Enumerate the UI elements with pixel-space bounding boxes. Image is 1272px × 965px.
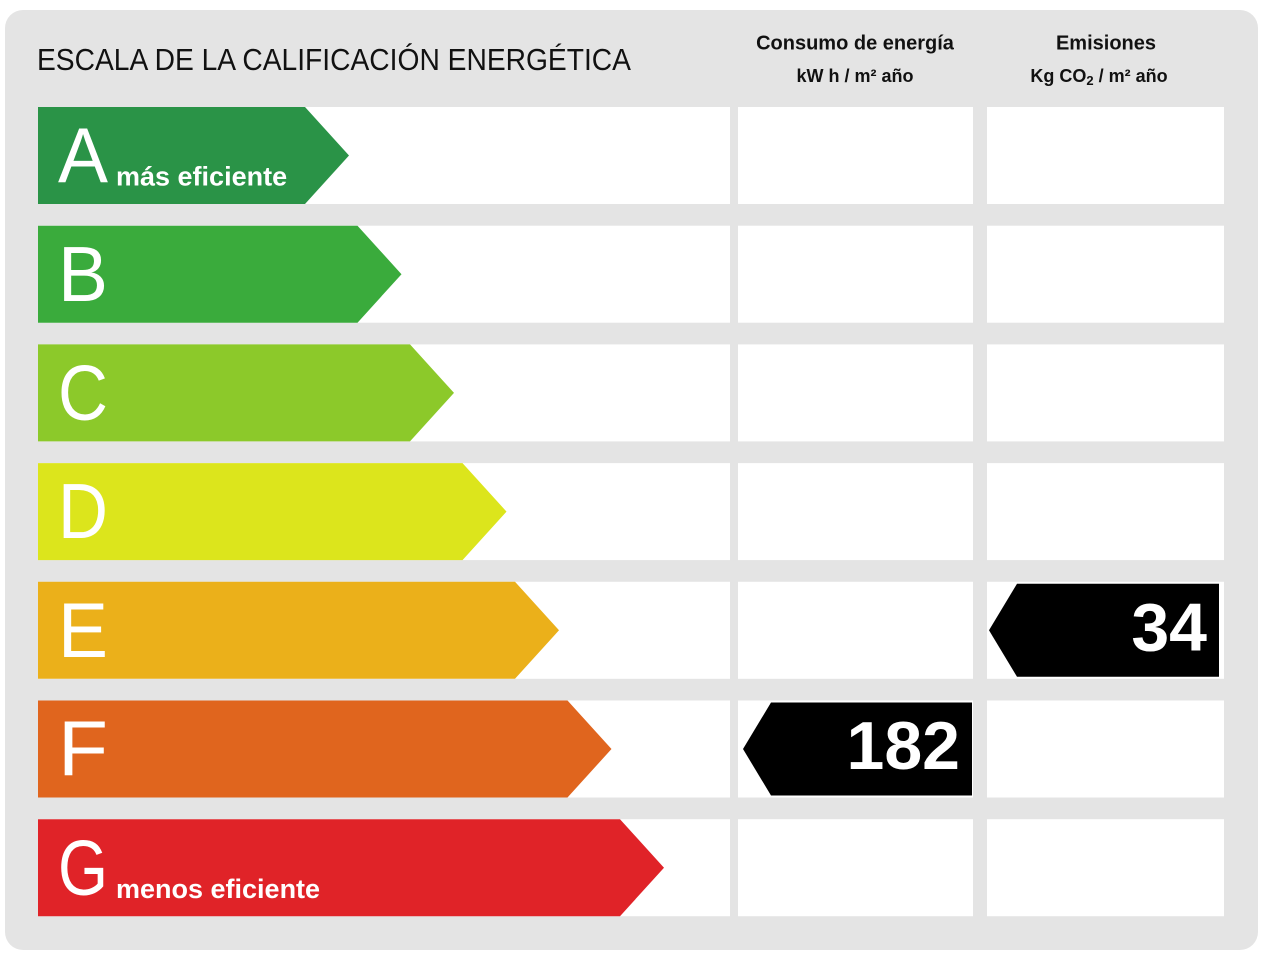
rating-letter: A (58, 111, 108, 199)
emissions-cell (987, 225, 1224, 323)
emissions-unit: Kg CO2 / m² año (1030, 66, 1167, 89)
consumption-unit: kW h / m² año (797, 66, 914, 86)
emissions-cell (987, 700, 1224, 798)
consumption-cell (738, 819, 973, 917)
rating-label: más eficiente (116, 162, 287, 192)
rating-letter: D (58, 467, 108, 555)
consumption-cell (738, 581, 973, 679)
rating-arrow (38, 700, 612, 798)
consumption-cell (738, 107, 973, 204)
emissions-cell (987, 819, 1224, 917)
rating-arrow (38, 107, 349, 204)
rating-arrow (38, 819, 664, 917)
emissions-cell (987, 463, 1224, 561)
consumption-title: Consumo de energía (756, 32, 955, 54)
rating-arrow (38, 225, 402, 323)
rating-value: 34 (1131, 589, 1207, 665)
rating-arrow (38, 344, 454, 442)
rating-marker (989, 583, 1219, 677)
consumption-cell (738, 463, 973, 561)
rating-letter: G (58, 823, 108, 911)
rating-marker (743, 702, 972, 796)
rating-label: menos eficiente (116, 874, 320, 904)
unit-text: Kg CO (1030, 66, 1086, 86)
rating-letter: E (58, 586, 108, 674)
rating-value: 182 (847, 708, 960, 784)
unit-subscript: 2 (1086, 73, 1093, 88)
consumption-cell (738, 344, 973, 442)
rating-arrow (38, 581, 559, 679)
rating-letter: B (58, 230, 108, 318)
emissions-cell (987, 344, 1224, 442)
emissions-cell (987, 107, 1224, 204)
rating-letter: C (58, 349, 108, 437)
consumption-cell (738, 225, 973, 323)
rating-arrow (38, 463, 507, 561)
unit-text: / m² año (1094, 66, 1168, 86)
emissions-title: Emisiones (1056, 32, 1156, 54)
rating-letter: F (58, 705, 108, 793)
title: ESCALA DE LA CALIFICACIÓN ENERGÉTICA (37, 42, 631, 77)
